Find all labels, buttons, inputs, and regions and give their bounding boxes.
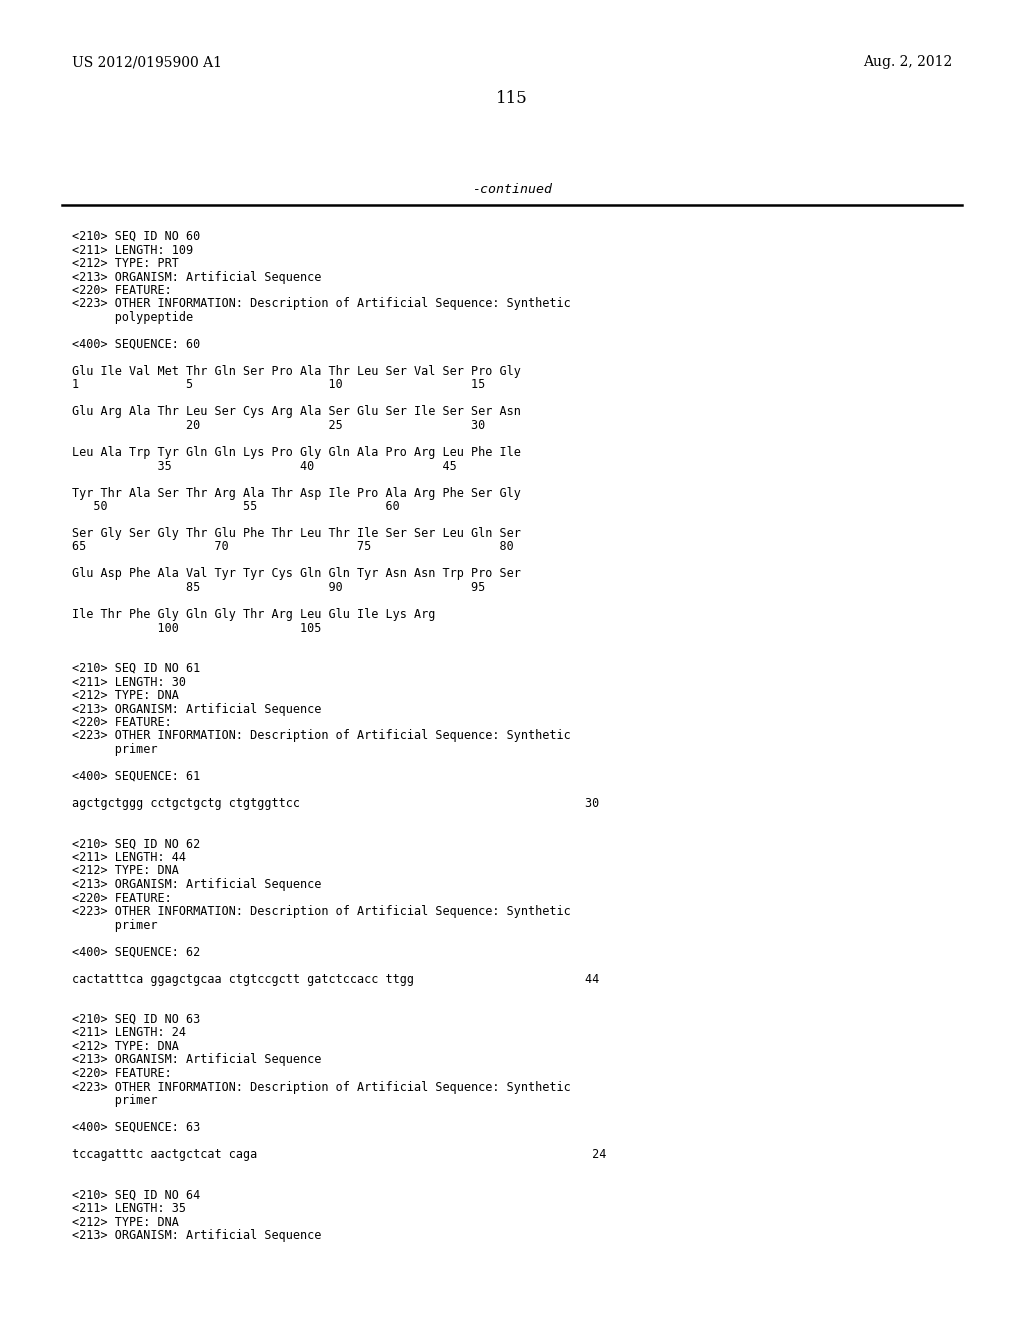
- Text: 20                  25                  30: 20 25 30: [72, 418, 485, 432]
- Text: <212> TYPE: DNA: <212> TYPE: DNA: [72, 1040, 179, 1053]
- Text: Leu Ala Trp Tyr Gln Gln Lys Pro Gly Gln Ala Pro Arg Leu Phe Ile: Leu Ala Trp Tyr Gln Gln Lys Pro Gly Gln …: [72, 446, 521, 459]
- Text: Glu Ile Val Met Thr Gln Ser Pro Ala Thr Leu Ser Val Ser Pro Gly: Glu Ile Val Met Thr Gln Ser Pro Ala Thr …: [72, 366, 521, 378]
- Text: <213> ORGANISM: Artificial Sequence: <213> ORGANISM: Artificial Sequence: [72, 271, 322, 284]
- Text: Glu Asp Phe Ala Val Tyr Tyr Cys Gln Gln Tyr Asn Asn Trp Pro Ser: Glu Asp Phe Ala Val Tyr Tyr Cys Gln Gln …: [72, 568, 521, 581]
- Text: 65                  70                  75                  80: 65 70 75 80: [72, 540, 514, 553]
- Text: <212> TYPE: DNA: <212> TYPE: DNA: [72, 1216, 179, 1229]
- Text: <210> SEQ ID NO 64: <210> SEQ ID NO 64: [72, 1188, 201, 1201]
- Text: 115: 115: [496, 90, 528, 107]
- Text: <223> OTHER INFORMATION: Description of Artificial Sequence: Synthetic: <223> OTHER INFORMATION: Description of …: [72, 730, 570, 742]
- Text: <400> SEQUENCE: 62: <400> SEQUENCE: 62: [72, 945, 201, 958]
- Text: 50                   55                  60: 50 55 60: [72, 500, 399, 513]
- Text: US 2012/0195900 A1: US 2012/0195900 A1: [72, 55, 222, 69]
- Text: <220> FEATURE:: <220> FEATURE:: [72, 1067, 172, 1080]
- Text: <213> ORGANISM: Artificial Sequence: <213> ORGANISM: Artificial Sequence: [72, 702, 322, 715]
- Text: primer: primer: [72, 1094, 158, 1107]
- Text: polypeptide: polypeptide: [72, 312, 194, 323]
- Text: Aug. 2, 2012: Aug. 2, 2012: [863, 55, 952, 69]
- Text: <212> TYPE: DNA: <212> TYPE: DNA: [72, 689, 179, 702]
- Text: <220> FEATURE:: <220> FEATURE:: [72, 715, 172, 729]
- Text: <211> LENGTH: 35: <211> LENGTH: 35: [72, 1203, 186, 1214]
- Text: <211> LENGTH: 44: <211> LENGTH: 44: [72, 851, 186, 865]
- Text: <210> SEQ ID NO 63: <210> SEQ ID NO 63: [72, 1012, 201, 1026]
- Text: <211> LENGTH: 30: <211> LENGTH: 30: [72, 676, 186, 689]
- Text: <220> FEATURE:: <220> FEATURE:: [72, 891, 172, 904]
- Text: <210> SEQ ID NO 60: <210> SEQ ID NO 60: [72, 230, 201, 243]
- Text: <223> OTHER INFORMATION: Description of Artificial Sequence: Synthetic: <223> OTHER INFORMATION: Description of …: [72, 297, 570, 310]
- Text: <400> SEQUENCE: 60: <400> SEQUENCE: 60: [72, 338, 201, 351]
- Text: 85                  90                  95: 85 90 95: [72, 581, 485, 594]
- Text: <212> TYPE: PRT: <212> TYPE: PRT: [72, 257, 179, 271]
- Text: Ser Gly Ser Gly Thr Glu Phe Thr Leu Thr Ile Ser Ser Leu Gln Ser: Ser Gly Ser Gly Thr Glu Phe Thr Leu Thr …: [72, 527, 521, 540]
- Text: agctgctggg cctgctgctg ctgtggttcc                                        30: agctgctggg cctgctgctg ctgtggttcc 30: [72, 797, 599, 810]
- Text: <213> ORGANISM: Artificial Sequence: <213> ORGANISM: Artificial Sequence: [72, 878, 322, 891]
- Text: <220> FEATURE:: <220> FEATURE:: [72, 284, 172, 297]
- Text: -continued: -continued: [472, 183, 552, 195]
- Text: <400> SEQUENCE: 63: <400> SEQUENCE: 63: [72, 1121, 201, 1134]
- Text: Ile Thr Phe Gly Gln Gly Thr Arg Leu Glu Ile Lys Arg: Ile Thr Phe Gly Gln Gly Thr Arg Leu Glu …: [72, 609, 435, 620]
- Text: <211> LENGTH: 24: <211> LENGTH: 24: [72, 1027, 186, 1040]
- Text: primer: primer: [72, 919, 158, 932]
- Text: <210> SEQ ID NO 61: <210> SEQ ID NO 61: [72, 663, 201, 675]
- Text: <223> OTHER INFORMATION: Description of Artificial Sequence: Synthetic: <223> OTHER INFORMATION: Description of …: [72, 1081, 570, 1093]
- Text: <212> TYPE: DNA: <212> TYPE: DNA: [72, 865, 179, 878]
- Text: tccagatttc aactgctcat caga                                               24: tccagatttc aactgctcat caga 24: [72, 1148, 606, 1162]
- Text: <213> ORGANISM: Artificial Sequence: <213> ORGANISM: Artificial Sequence: [72, 1053, 322, 1067]
- Text: <213> ORGANISM: Artificial Sequence: <213> ORGANISM: Artificial Sequence: [72, 1229, 322, 1242]
- Text: Tyr Thr Ala Ser Thr Arg Ala Thr Asp Ile Pro Ala Arg Phe Ser Gly: Tyr Thr Ala Ser Thr Arg Ala Thr Asp Ile …: [72, 487, 521, 499]
- Text: 100                 105: 100 105: [72, 622, 322, 635]
- Text: <210> SEQ ID NO 62: <210> SEQ ID NO 62: [72, 837, 201, 850]
- Text: <400> SEQUENCE: 61: <400> SEQUENCE: 61: [72, 770, 201, 783]
- Text: primer: primer: [72, 743, 158, 756]
- Text: Glu Arg Ala Thr Leu Ser Cys Arg Ala Ser Glu Ser Ile Ser Ser Asn: Glu Arg Ala Thr Leu Ser Cys Arg Ala Ser …: [72, 405, 521, 418]
- Text: 35                  40                  45: 35 40 45: [72, 459, 457, 473]
- Text: <211> LENGTH: 109: <211> LENGTH: 109: [72, 243, 194, 256]
- Text: cactatttca ggagctgcaa ctgtccgctt gatctccacc ttgg                        44: cactatttca ggagctgcaa ctgtccgctt gatctcc…: [72, 973, 599, 986]
- Text: <223> OTHER INFORMATION: Description of Artificial Sequence: Synthetic: <223> OTHER INFORMATION: Description of …: [72, 906, 570, 917]
- Text: 1               5                   10                  15: 1 5 10 15: [72, 379, 485, 392]
